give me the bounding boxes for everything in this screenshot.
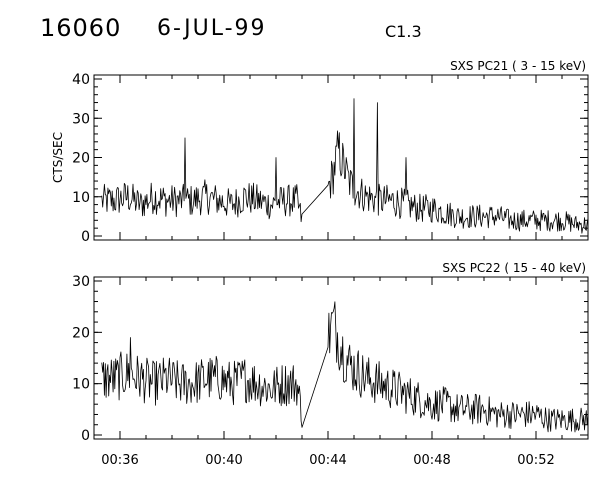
- x-tick-label: 00:44: [309, 453, 346, 468]
- x-tick-label: 00:52: [517, 453, 554, 468]
- y-axis-label: CTS/SEC: [51, 132, 65, 183]
- x-tick-label: 00:40: [205, 453, 242, 468]
- y-tick-label: 10: [72, 190, 90, 206]
- plot-frame: [93, 276, 589, 440]
- y-tick-label: 0: [81, 428, 90, 444]
- y-tick-label: 40: [72, 72, 90, 88]
- y-tick-label: 10: [72, 377, 90, 393]
- event-date: 6-JUL-99: [157, 16, 267, 41]
- y-tick-label: 20: [72, 325, 90, 341]
- event-id: 16060: [40, 14, 122, 42]
- y-tick-label: 30: [72, 274, 90, 290]
- count-rate-trace: [101, 301, 589, 433]
- panel-title: SXS PC21 ( 3 - 15 keV): [450, 59, 586, 73]
- y-tick-label: 0: [81, 229, 90, 245]
- flare-class: C1.3: [385, 22, 422, 41]
- panel-title: SXS PC22 ( 15 - 40 keV): [442, 261, 586, 275]
- x-tick-label: 00:48: [413, 453, 450, 468]
- y-tick-label: 30: [72, 111, 90, 127]
- x-tick-label: 00:36: [101, 453, 138, 468]
- count-rate-trace: [101, 98, 589, 234]
- y-tick-label: 20: [72, 151, 90, 167]
